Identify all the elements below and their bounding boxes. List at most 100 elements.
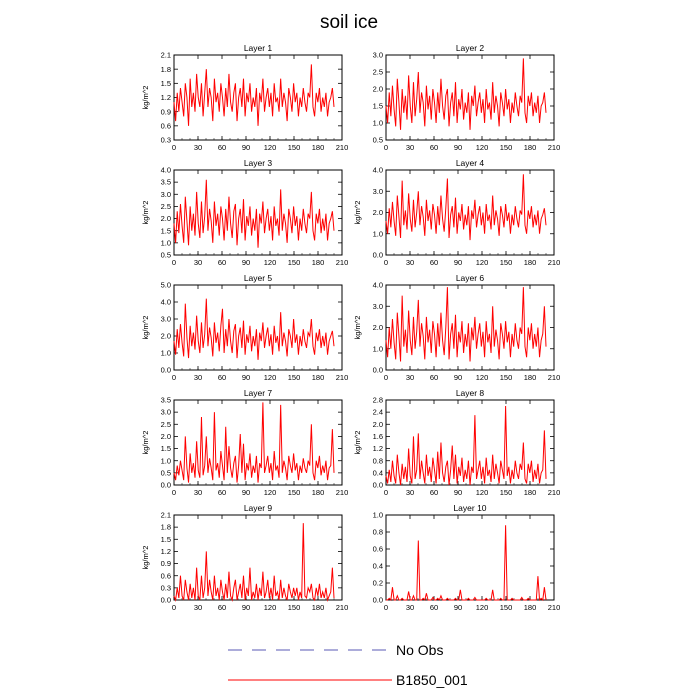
- panel-title: Layer 8: [456, 388, 485, 398]
- x-tick-label: 30: [194, 143, 202, 152]
- y-tick-label: 0.5: [161, 468, 171, 477]
- y-tick-label: 2.4: [373, 408, 383, 417]
- x-tick-label: 90: [454, 603, 462, 612]
- y-tick-label: 0.0: [373, 366, 383, 375]
- y-tick-label: 1.6: [373, 432, 383, 441]
- x-tick-label: 180: [524, 258, 537, 267]
- series-line-b1850: [173, 64, 335, 126]
- x-tick-label: 150: [288, 603, 301, 612]
- x-tick-label: 180: [524, 143, 537, 152]
- x-tick-label: 210: [336, 143, 349, 152]
- panel-layer-9: Layer 9 0 30 60 90 120 150 180 210 0.0 0.3 0.6 0.9 1.…: [141, 503, 348, 612]
- y-axis-label: kg/m^2: [141, 431, 150, 455]
- series-line-b1850: [385, 174, 547, 241]
- plot-frame: [385, 54, 555, 141]
- x-tick-label: 60: [430, 258, 438, 267]
- x-tick-label: 120: [264, 373, 277, 382]
- y-tick-label: 1.5: [161, 226, 171, 235]
- series-line-b1850: [173, 523, 335, 602]
- x-tick-label: 180: [312, 143, 325, 152]
- y-axis-label: kg/m^2: [353, 431, 362, 455]
- y-axis-label: kg/m^2: [353, 201, 362, 225]
- y-tick-label: 3.5: [161, 396, 171, 405]
- x-tick-label: 60: [218, 258, 226, 267]
- panel-layer-8: Layer 8 0 30 60 90 120 150 180 210 0.0 0.4 0.8 1.2 1.…: [353, 388, 560, 497]
- y-tick-label: 2.0: [161, 214, 171, 223]
- y-tick-label: 3.0: [161, 190, 171, 199]
- y-tick-label: 0.3: [161, 583, 171, 592]
- x-tick-label: 210: [548, 143, 561, 152]
- y-tick-label: 2.0: [373, 85, 383, 94]
- y-tick-label: 0.3: [161, 136, 171, 145]
- x-tick-label: 0: [172, 143, 176, 152]
- panel-layer-5: Layer 5 0 30 60 90 120 150 180 210 0.0 1.0 2.0 3.0 4.…: [141, 273, 348, 382]
- x-tick-label: 150: [500, 488, 513, 497]
- x-tick-label: 30: [406, 603, 414, 612]
- y-tick-label: 2.0: [373, 420, 383, 429]
- legend-no-obs-label: No Obs: [396, 642, 443, 658]
- y-tick-label: 0.8: [373, 528, 383, 537]
- series-line-b1850: [385, 406, 547, 486]
- panel-layer-3: Layer 3 0 30 60 90 120 150 180 210 0.5 1.0 1.5 2.0 2.…: [141, 158, 348, 267]
- x-tick-label: 120: [264, 603, 277, 612]
- x-tick-label: 210: [548, 488, 561, 497]
- y-tick-label: 2.1: [161, 51, 171, 60]
- y-tick-label: 2.0: [161, 332, 171, 341]
- x-tick-label: 0: [384, 488, 388, 497]
- y-tick-label: 4.0: [161, 298, 171, 307]
- x-tick-label: 0: [384, 143, 388, 152]
- y-tick-label: 1.5: [373, 102, 383, 111]
- y-axis-label: kg/m^2: [141, 546, 150, 570]
- panel-title: Layer 5: [244, 273, 273, 283]
- x-tick-label: 120: [476, 373, 489, 382]
- x-tick-label: 0: [384, 258, 388, 267]
- y-tick-label: 0.0: [373, 481, 383, 490]
- y-tick-label: 0.0: [161, 481, 171, 490]
- y-tick-label: 4.0: [373, 166, 383, 175]
- y-tick-label: 1.8: [161, 65, 171, 74]
- series-line-b1850: [386, 525, 547, 602]
- x-tick-label: 180: [312, 488, 325, 497]
- y-tick-label: 3.0: [373, 302, 383, 311]
- x-tick-label: 180: [524, 488, 537, 497]
- y-tick-label: 3.0: [373, 187, 383, 196]
- y-tick-label: 1.5: [161, 444, 171, 453]
- y-tick-label: 0.6: [373, 545, 383, 554]
- y-tick-label: 0.6: [161, 121, 171, 130]
- y-tick-label: 0.0: [373, 251, 383, 260]
- x-tick-label: 180: [312, 603, 325, 612]
- panel-title: Layer 7: [244, 388, 273, 398]
- y-tick-label: 2.0: [373, 323, 383, 332]
- panel-title: Layer 6: [456, 273, 485, 283]
- x-tick-label: 210: [336, 488, 349, 497]
- y-tick-label: 0.9: [161, 559, 171, 568]
- y-tick-label: 1.5: [161, 79, 171, 88]
- y-tick-label: 1.0: [161, 238, 171, 247]
- x-tick-label: 0: [172, 603, 176, 612]
- x-tick-label: 120: [264, 258, 277, 267]
- y-tick-label: 0.2: [373, 579, 383, 588]
- y-tick-label: 0.8: [373, 456, 383, 465]
- panel-title: Layer 1: [244, 43, 273, 53]
- x-tick-label: 180: [524, 603, 537, 612]
- plot-frame: [173, 514, 343, 601]
- x-tick-label: 30: [406, 488, 414, 497]
- x-tick-label: 30: [194, 488, 202, 497]
- plot-frame: [385, 514, 555, 601]
- y-tick-label: 1.0: [161, 349, 171, 358]
- series-line-b1850: [173, 402, 335, 483]
- y-tick-label: 0.9: [161, 107, 171, 116]
- panel-layer-1: Layer 1 0 30 60 90 120 150 180 210 0.3 0.6 0.9 1.2 1.…: [141, 43, 348, 152]
- y-tick-label: 1.8: [161, 523, 171, 532]
- x-tick-label: 0: [384, 373, 388, 382]
- panel-layer-10: Layer 10 0 30 60 90 120 150 180 210 0.0 0.2 0.4 0.6 0…: [373, 503, 561, 612]
- plot-frame: [173, 284, 343, 371]
- y-tick-label: 0.5: [373, 136, 383, 145]
- y-tick-label: 1.2: [373, 444, 383, 453]
- y-tick-label: 0.0: [161, 596, 171, 605]
- y-tick-label: 2.0: [373, 208, 383, 217]
- x-tick-label: 0: [172, 488, 176, 497]
- x-tick-label: 60: [218, 603, 226, 612]
- legend-b1850-label: B1850_001: [396, 672, 468, 688]
